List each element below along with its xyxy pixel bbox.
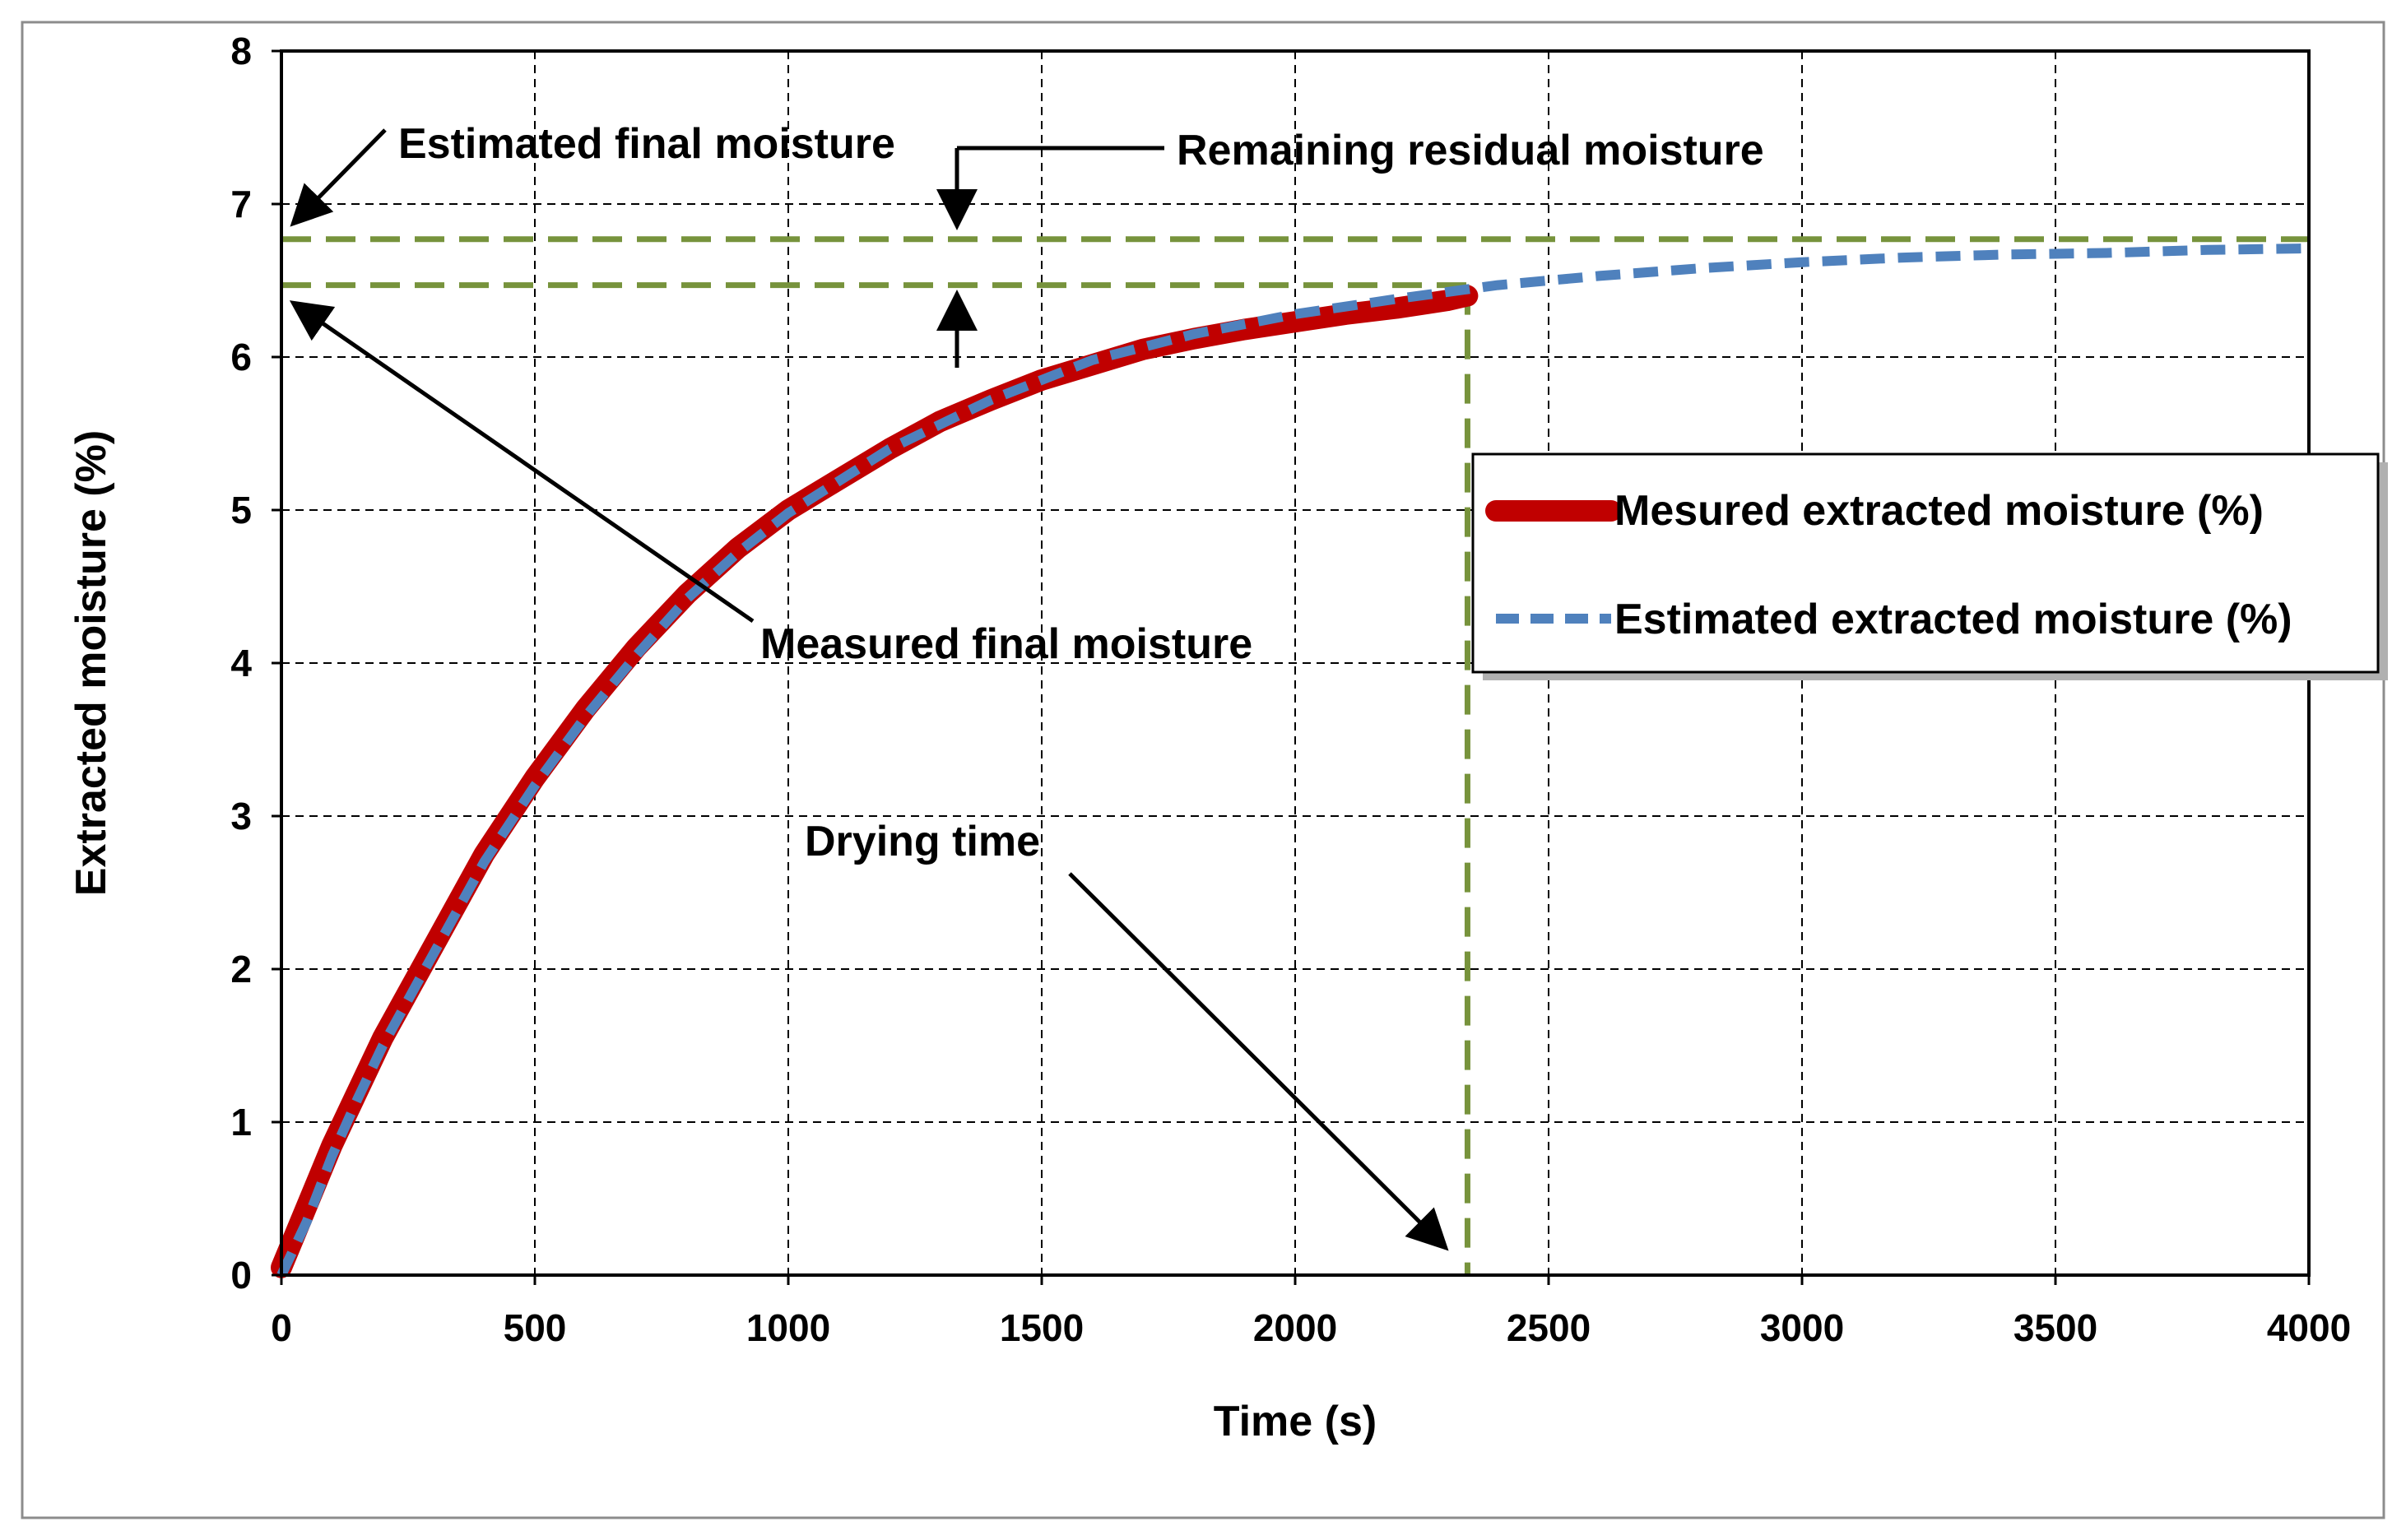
x-tick-label-0: 0 xyxy=(271,1306,292,1349)
legend-label-measured: Mesured extracted moisture (%) xyxy=(1614,487,2264,535)
x-tick-label-5: 2500 xyxy=(1507,1306,1591,1349)
x-tick-label-2: 1000 xyxy=(746,1306,830,1349)
estimated-final-arrow xyxy=(290,128,387,227)
measured-final-moisture-label: Measured final moisture xyxy=(760,620,1252,668)
y-tick-label-5: 5 xyxy=(230,489,252,531)
legend: Mesured extracted moisture (%) Estimated… xyxy=(1471,452,2388,680)
measured-final-arrow xyxy=(289,300,755,624)
x-tick-label-7: 3500 xyxy=(2014,1306,2097,1349)
drying-time-label: Drying time xyxy=(805,818,1040,865)
axis-ticks: 0 500 1000 1500 2000 2500 3000 3500 4000 0 1 2 3 4 5 6 7… xyxy=(230,30,2351,1349)
x-tick-label-8: 4000 xyxy=(2267,1306,2351,1349)
y-tick-label-8: 8 xyxy=(230,30,252,72)
remaining-residual-moisture-label: Remaining residual moisture xyxy=(1177,127,1764,174)
y-axis-title: Extracted moisture (%) xyxy=(67,430,115,896)
x-tick-label-3: 1500 xyxy=(1000,1306,1084,1349)
series-line-1 xyxy=(276,243,2310,1278)
x-tick-label-1: 500 xyxy=(504,1306,567,1349)
annotations: Estimated final moisture Remaining resid… xyxy=(289,120,1764,1251)
y-tick-label-6: 6 xyxy=(230,336,252,378)
reference-lines xyxy=(281,236,2309,1275)
x-axis-title: Time (s) xyxy=(1214,1398,1377,1445)
y-tick-label-7: 7 xyxy=(230,183,252,225)
y-tick-label-3: 3 xyxy=(230,795,252,837)
legend-box xyxy=(1471,452,2380,674)
chart-outer-border xyxy=(21,21,2385,1519)
y-tick-label-4: 4 xyxy=(230,642,252,684)
x-tick-label-6: 3000 xyxy=(1760,1306,1844,1349)
y-tick-label-1: 1 xyxy=(230,1101,252,1143)
series-layer xyxy=(271,243,2310,1278)
y-tick-label-2: 2 xyxy=(230,948,252,990)
drying-time-arrow xyxy=(1068,872,1449,1251)
legend-label-estimated: Estimated extracted moisture (%) xyxy=(1614,596,2292,643)
y-tick-label-0: 0 xyxy=(230,1254,252,1296)
estimated-final-moisture-label: Estimated final moisture xyxy=(398,120,895,168)
x-tick-label-4: 2000 xyxy=(1253,1306,1337,1349)
